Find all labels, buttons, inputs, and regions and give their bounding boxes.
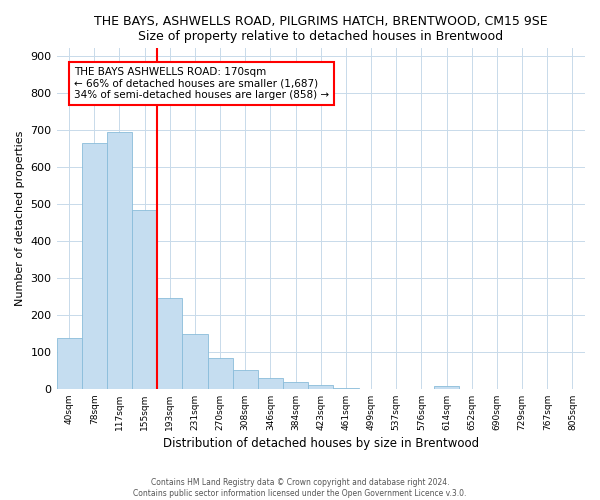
Text: Contains HM Land Registry data © Crown copyright and database right 2024.
Contai: Contains HM Land Registry data © Crown c… <box>133 478 467 498</box>
Bar <box>157 298 182 389</box>
Bar <box>334 388 359 389</box>
Bar <box>308 385 334 389</box>
Y-axis label: Number of detached properties: Number of detached properties <box>15 131 25 306</box>
Title: THE BAYS, ASHWELLS ROAD, PILGRIMS HATCH, BRENTWOOD, CM15 9SE
Size of property re: THE BAYS, ASHWELLS ROAD, PILGRIMS HATCH,… <box>94 15 548 43</box>
Bar <box>258 378 283 389</box>
Bar <box>233 370 258 389</box>
Text: THE BAYS ASHWELLS ROAD: 170sqm
← 66% of detached houses are smaller (1,687)
34% : THE BAYS ASHWELLS ROAD: 170sqm ← 66% of … <box>74 67 329 100</box>
Bar <box>82 142 107 389</box>
Bar <box>208 358 233 389</box>
Bar <box>107 132 132 389</box>
Bar <box>56 338 82 389</box>
Bar <box>434 386 459 389</box>
Bar <box>283 382 308 389</box>
Bar <box>132 210 157 389</box>
X-axis label: Distribution of detached houses by size in Brentwood: Distribution of detached houses by size … <box>163 437 479 450</box>
Bar <box>182 334 208 389</box>
